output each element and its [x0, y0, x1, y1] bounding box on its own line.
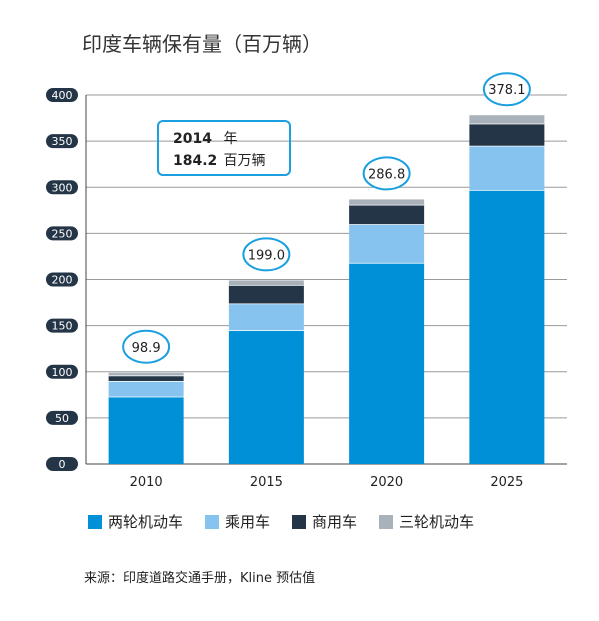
source-note: 来源：印度道路交通手册，Kline 预估值 — [84, 571, 316, 586]
y-tick-label: 300 — [52, 181, 73, 194]
y-tick-pill — [46, 364, 78, 379]
y-tick-pill — [46, 410, 78, 425]
chart-title: 印度车辆保有量（百万辆） — [82, 32, 322, 56]
legend-item: 两轮机动车 — [88, 511, 183, 532]
total-label: 378.1 — [488, 83, 525, 98]
legend-swatch — [205, 514, 220, 529]
legend: 两轮机动车 乘用车 商用车 三轮机动车 — [88, 511, 474, 532]
bar-segment — [108, 372, 184, 376]
total-label: 199.0 — [248, 248, 285, 263]
legend-label: 三轮机动车 — [399, 513, 475, 531]
total-label: 286.8 — [368, 167, 405, 182]
y-tick-label: 100 — [52, 366, 73, 379]
bar-segment — [228, 280, 304, 286]
total-label: 98.9 — [132, 341, 161, 356]
total-bubble — [122, 329, 171, 364]
y-tick-label: 150 — [52, 320, 73, 333]
x-tick-label: 2015 — [250, 475, 283, 490]
bar-segment — [228, 330, 304, 464]
legend-item: 乘用车 — [205, 511, 270, 532]
y-tick-pill — [46, 88, 78, 102]
y-tick-pill — [46, 180, 78, 195]
bar-segment — [349, 199, 425, 205]
total-bubble — [362, 156, 411, 191]
bar-segment — [108, 380, 184, 397]
y-tick-label: 350 — [52, 135, 73, 148]
bar-segment — [469, 123, 545, 146]
total-bubble — [482, 72, 531, 107]
total-bubble — [242, 237, 291, 272]
bar-segment — [108, 396, 184, 464]
legend-label: 商用车 — [312, 513, 358, 531]
x-tick-label: 2020 — [370, 475, 403, 490]
y-tick-pill — [46, 318, 78, 333]
y-tick-label: 50 — [55, 412, 69, 425]
bar-segment — [349, 262, 425, 464]
y-tick-label: 0 — [59, 458, 66, 471]
y-tick-pill — [46, 272, 78, 287]
y-tick-pill — [46, 457, 78, 471]
callout-box: 2014 年 184.2 百万辆 — [157, 120, 291, 176]
bar-segment — [469, 115, 545, 124]
bar-segment — [108, 375, 184, 381]
bar-segment — [469, 145, 545, 191]
bar-segment — [469, 190, 545, 464]
chart-area: 0 50 100 150 200 250 300 350 400 2010 98.9 2015 199.… — [46, 72, 567, 490]
legend-item: 商用车 — [292, 511, 357, 532]
y-tick-label: 200 — [52, 274, 73, 287]
bar-segment — [349, 204, 425, 225]
callout-year: 2014 — [173, 131, 212, 147]
legend-swatch — [88, 514, 102, 529]
y-tick-label: 250 — [52, 227, 73, 240]
legend-item: 三轮机动车 — [379, 511, 474, 532]
callout-year-unit: 年 — [223, 131, 238, 147]
bar-segment — [349, 224, 425, 263]
legend-swatch — [292, 514, 307, 529]
x-tick-label: 2010 — [130, 475, 163, 490]
x-tick-label: 2025 — [490, 475, 523, 490]
legend-label: 乘用车 — [225, 513, 271, 531]
y-tick-pill — [46, 226, 78, 241]
bar-segment — [228, 285, 304, 304]
legend-swatch — [379, 514, 394, 529]
y-tick-pill — [46, 134, 78, 149]
legend-label: 两轮机动车 — [108, 513, 184, 531]
callout-value: 184.2 — [173, 153, 218, 169]
bar-segment — [228, 303, 304, 331]
y-tick-label: 400 — [52, 89, 73, 102]
callout-value-unit: 百万辆 — [223, 153, 266, 169]
